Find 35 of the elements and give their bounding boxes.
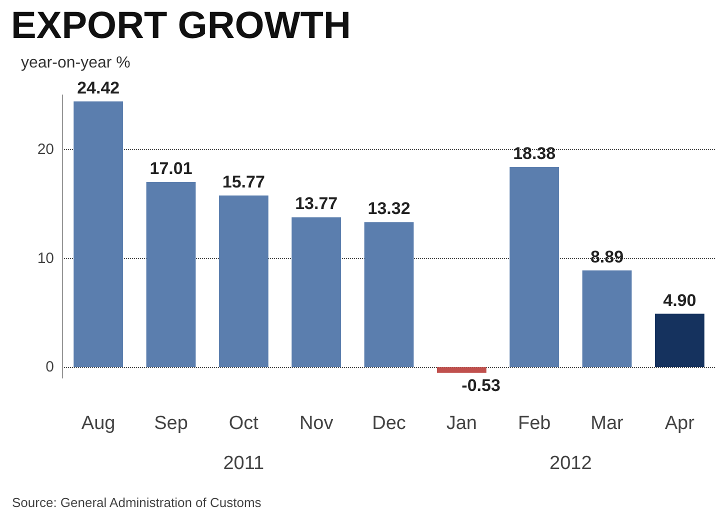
- bar: [510, 167, 560, 368]
- data-label: 13.32: [368, 199, 410, 218]
- data-label: 8.89: [590, 247, 624, 266]
- data-label: 4.90: [663, 290, 696, 310]
- y-tick-label: 0: [46, 358, 54, 376]
- x-tick-label: Feb: [518, 413, 551, 434]
- y-tick-label: 20: [37, 140, 54, 158]
- data-label: 15.77: [222, 172, 265, 192]
- bar: [436, 367, 486, 373]
- bar: [74, 101, 124, 368]
- bar: [364, 222, 414, 368]
- x-tick-label: Nov: [299, 413, 334, 434]
- bar: [582, 270, 632, 368]
- data-label: -0.53: [462, 376, 500, 395]
- data-label: 17.01: [150, 158, 192, 178]
- data-label: 24.42: [77, 78, 120, 98]
- y-tick-label: 10: [37, 250, 54, 267]
- text: 2011: [223, 453, 264, 474]
- x-tick-label: Apr: [664, 413, 696, 434]
- bar: [292, 217, 342, 368]
- data-label: 18.38: [513, 144, 556, 164]
- data-label: 13.77: [295, 194, 338, 214]
- bar: [654, 314, 704, 368]
- chart-subtitle: year-on-year %: [21, 54, 130, 72]
- x-tick-label: Jan: [446, 413, 477, 434]
- x-tick-label: Oct: [228, 413, 260, 434]
- bar: [218, 195, 268, 368]
- bar: [146, 182, 196, 368]
- text: 2012: [550, 453, 592, 474]
- x-tick-label: Mar: [590, 413, 624, 434]
- chart-title: EXPORT GROWTH: [11, 5, 351, 47]
- x-tick-label: Aug: [81, 413, 116, 434]
- x-tick-label: Sep: [154, 413, 188, 434]
- x-tick-label: Dec: [372, 413, 406, 434]
- source-note: Source: General Administration of Customs: [12, 495, 262, 510]
